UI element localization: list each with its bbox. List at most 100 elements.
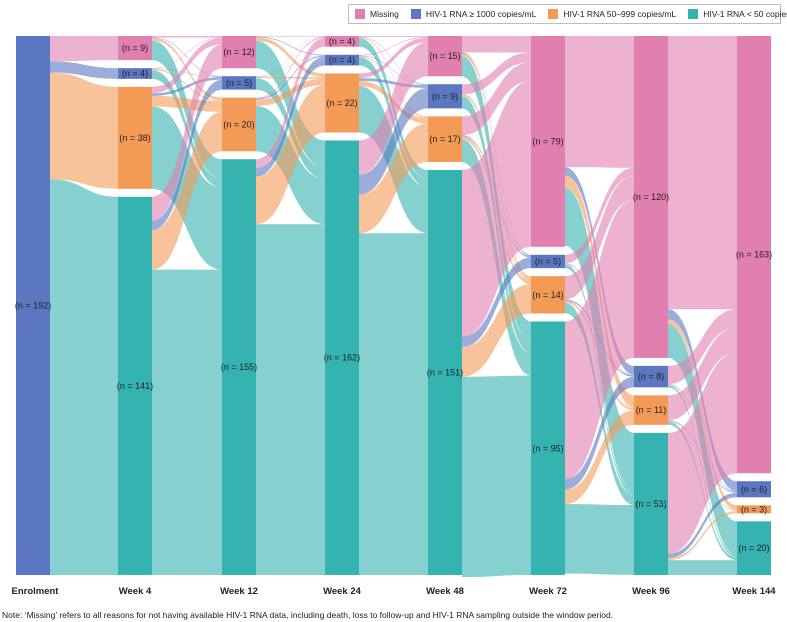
count-label-stage-4-low: (n = 151) (427, 367, 463, 377)
count-label-stage-1-high: (n = 4) (122, 69, 148, 79)
node-stage-1-mid (118, 86, 152, 189)
node-stage-3-missing (325, 36, 359, 47)
node-stage-3-mid (325, 73, 359, 133)
stage-label-5: Week 72 (529, 586, 567, 597)
node-stage-5-missing (531, 36, 565, 247)
node-stage-3-high (325, 54, 359, 66)
count-label-stage-4-high: (n = 9) (432, 91, 458, 101)
count-label-stage-2-mid: (n = 20) (223, 119, 254, 129)
flow-6-mid-to-missing (668, 327, 737, 421)
flow-6-low-to-missing (668, 352, 737, 554)
flow-4-mid-to-missing (462, 62, 531, 136)
legend-item-missing: Missing (355, 9, 399, 19)
node-stage-6-mid (634, 395, 668, 425)
node-stage-4-high (428, 84, 462, 109)
label-layer: (n = 192) Enrolment (n = 9) (n = 4) (n = 38)… (12, 36, 777, 597)
flow-1-high-to-high (152, 68, 222, 78)
flow-4-high-to-missing (462, 52, 531, 95)
flow-5-low-to-mid (565, 410, 634, 505)
node-stage-7-missing (737, 36, 771, 474)
flow-3-high-to-mid (359, 56, 428, 119)
node-stage-2-missing (222, 36, 256, 69)
flow-0-high-to-low (50, 179, 118, 575)
flow-6-missing-to-missing (668, 36, 737, 310)
count-label-stage-2-high: (n = 5) (226, 78, 252, 88)
stage-label-4: Week 48 (426, 586, 464, 597)
flow-4-low-to-low (462, 375, 531, 578)
flow-5-high-to-missing (565, 167, 634, 264)
node-stage-4-low (428, 169, 462, 576)
flow-2-low-to-mid (256, 84, 325, 225)
flow-2-high-to-low (256, 78, 325, 179)
count-label-stage-6-missing: (n = 120) (633, 192, 669, 202)
flow-4-low-to-high (462, 257, 531, 348)
count-label-stage-5-missing: (n = 79) (532, 136, 563, 146)
count-label-stage-6-high: (n = 8) (638, 372, 664, 382)
flow-1-mid-to-mid (152, 95, 222, 112)
flow-1-high-to-mid (152, 69, 222, 102)
node-stage-6-low (634, 432, 668, 575)
flow-2-low-to-high (256, 56, 325, 177)
flow-1-low-to-mid (152, 111, 222, 270)
flow-2-missing-to-mid (256, 37, 325, 78)
node-stage-2-low (222, 159, 256, 575)
flow-0-high-to-mid (50, 72, 118, 189)
flow-3-low-to-missing (359, 42, 428, 175)
flow-0-high-to-missing (50, 36, 118, 62)
count-label-stage-0-high: (n = 192) (15, 301, 51, 311)
count-label-stage-3-mid: (n = 22) (326, 98, 357, 108)
stage-label-0: Enrolment (12, 586, 60, 597)
flow-layer (50, 36, 737, 578)
legend-item-high: HIV-1 RNA ≥ 1000 copies/mL (410, 9, 536, 19)
stage-label-2: Week 12 (220, 586, 258, 597)
flow-6-low-to-low (668, 560, 737, 575)
flow-4-low-to-missing (462, 81, 531, 337)
flow-3-high-to-missing (359, 36, 428, 56)
flow-6-low-to-mid (668, 511, 737, 561)
count-label-stage-6-low: (n = 53) (635, 499, 666, 509)
node-stage-6-missing (634, 36, 668, 358)
flow-3-low-to-mid (359, 123, 428, 234)
flow-1-low-to-high (152, 79, 222, 231)
legend-label-low: HIV-1 RNA < 50 copies/mL (703, 9, 787, 19)
node-layer (16, 36, 771, 576)
flow-5-low-to-high (565, 376, 634, 490)
flow-1-mid-to-high (152, 77, 222, 96)
legend-item-low: HIV-1 RNA < 50 copies/mL (688, 9, 787, 19)
count-label-stage-5-low: (n = 95) (532, 443, 563, 453)
legend-item-mid: HIV-1 RNA 50–999 copies/mL (548, 9, 676, 19)
flow-1-missing-to-missing (152, 36, 222, 38)
flow-1-missing-to-high (152, 37, 222, 77)
flow-6-high-to-missing (668, 309, 737, 385)
count-label-stage-5-high: (n = 5) (535, 256, 561, 266)
count-label-stage-7-missing: (n = 163) (736, 250, 772, 260)
flow-3-low-to-high (359, 88, 428, 195)
flow-1-missing-to-low (152, 40, 222, 179)
node-stage-6-high (634, 365, 668, 388)
node-stage-5-mid (531, 276, 565, 314)
count-label-stage-5-mid: (n = 14) (532, 290, 563, 300)
flow-1-high-to-missing (152, 37, 222, 69)
count-label-stage-3-high: (n = 4) (329, 55, 355, 65)
legend-swatch-low (688, 9, 699, 19)
node-stage-2-mid (222, 97, 256, 152)
flow-3-mid-to-missing (359, 37, 428, 79)
flow-2-missing-to-high (256, 36, 325, 56)
flow-4-missing-to-missing (462, 36, 531, 53)
legend: Missing HIV-1 RNA ≥ 1000 copies/mL HIV-1… (348, 4, 787, 24)
flow-5-missing-to-missing (565, 36, 634, 168)
count-label-stage-7-mid: (n = 3) (741, 504, 767, 514)
flow-5-low-to-missing (565, 199, 634, 480)
flow-2-low-to-missing (256, 38, 325, 168)
flow-5-mid-to-missing (565, 176, 634, 300)
node-stage-7-high (737, 481, 771, 498)
flow-1-low-to-low (152, 269, 222, 575)
count-label-stage-7-low: (n = 20) (738, 543, 769, 553)
count-label-stage-2-missing: (n = 12) (223, 47, 254, 57)
flow-2-high-to-missing (256, 36, 325, 77)
flow-0-high-to-high (50, 61, 118, 79)
count-label-stage-4-missing: (n = 15) (429, 51, 460, 61)
node-stage-5-high (531, 254, 565, 269)
node-stage-3-low (325, 140, 359, 575)
flow-1-mid-to-missing (152, 38, 222, 94)
